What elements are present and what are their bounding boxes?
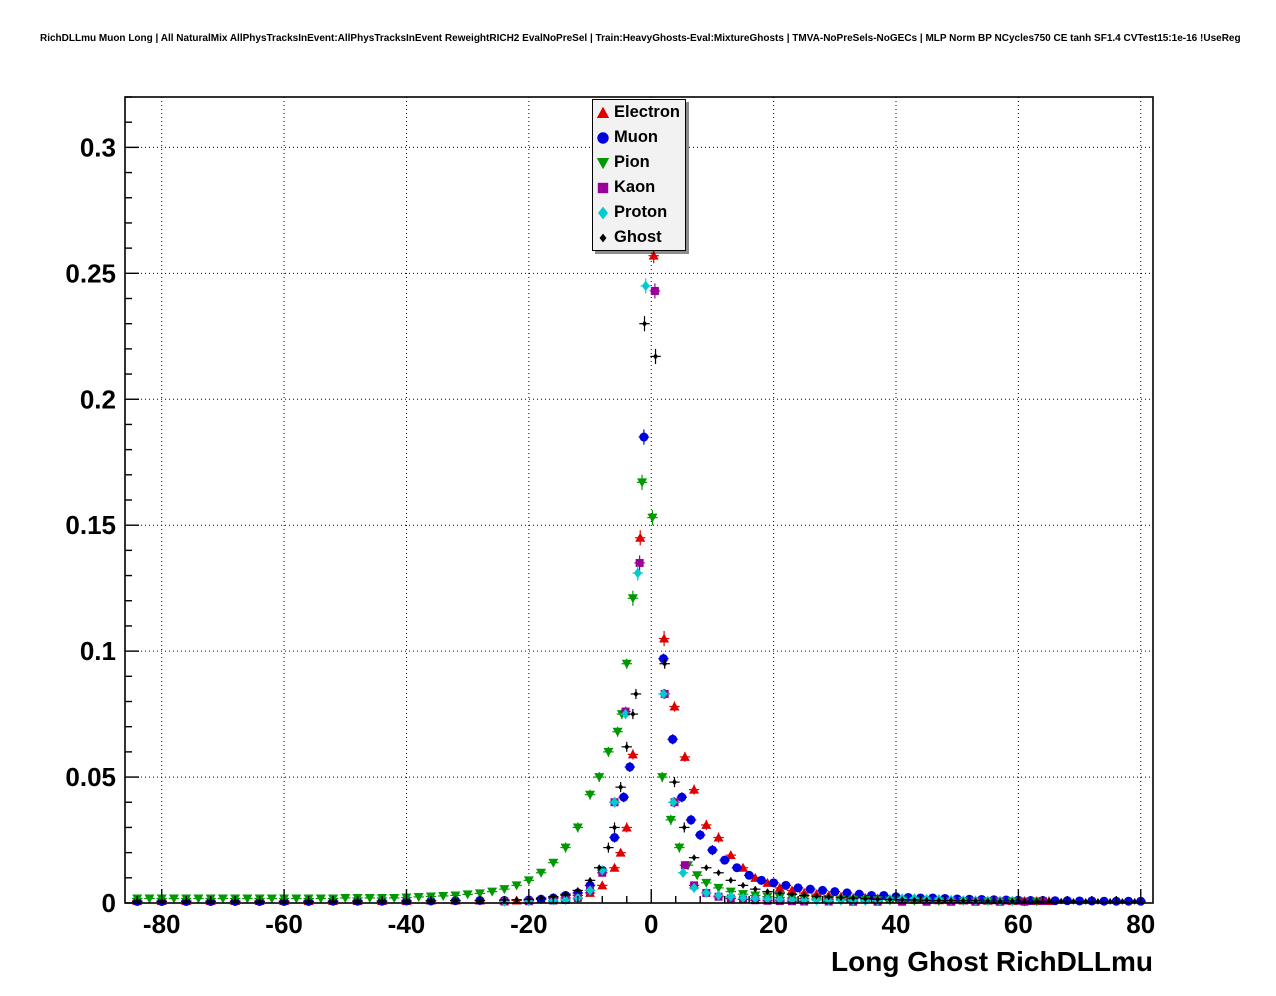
legend-entry-proton: Proton (593, 200, 685, 225)
x-tick-label: -20 (510, 909, 548, 939)
legend-entry-pion: Pion (593, 150, 685, 175)
y-tick-label: 0.15 (65, 510, 116, 540)
pion-marker-icon (596, 157, 610, 169)
ghost-marker-icon (599, 233, 607, 242)
x-tick-label: 20 (759, 909, 788, 939)
chart-title: RichDLLmu Muon Long | All NaturalMix All… (40, 33, 1241, 44)
x-tick-label: -40 (388, 909, 426, 939)
electron-marker-icon (596, 106, 610, 118)
legend-label: Electron (614, 103, 681, 121)
x-tick-label: 80 (1126, 909, 1155, 939)
x-tick-label: -60 (265, 909, 303, 939)
x-tick-label: 0 (644, 909, 658, 939)
kaon-marker-icon (597, 182, 609, 193)
legend-label: Proton (614, 203, 668, 221)
x-tick-label: -80 (143, 909, 181, 939)
legend-entry-kaon: Kaon (593, 175, 685, 200)
muon-marker-icon (597, 131, 609, 144)
y-tick-label: 0.1 (80, 636, 116, 666)
legend-entry-electron: Electron (593, 100, 685, 125)
x-axis-title: Long Ghost RichDLLmu (831, 946, 1153, 977)
y-tick-label: 0 (102, 888, 116, 918)
legend-entry-muon: Muon (593, 125, 685, 150)
y-tick-label: 0.05 (65, 762, 116, 792)
legend: Electron Muon Pion Kaon Proton Ghost (592, 99, 686, 251)
legend-label: Pion (614, 153, 650, 171)
x-tick-label: 60 (1004, 909, 1033, 939)
x-tick-label: 40 (882, 909, 911, 939)
legend-label: Muon (614, 128, 658, 146)
legend-label: Ghost (614, 228, 662, 246)
y-tick-label: 0.3 (80, 132, 116, 162)
legend-label: Kaon (614, 178, 656, 196)
legend-entry-ghost: Ghost (593, 225, 685, 250)
y-tick-label: 0.2 (80, 384, 116, 414)
proton-marker-icon (598, 206, 608, 219)
y-tick-label: 0.25 (65, 258, 116, 288)
